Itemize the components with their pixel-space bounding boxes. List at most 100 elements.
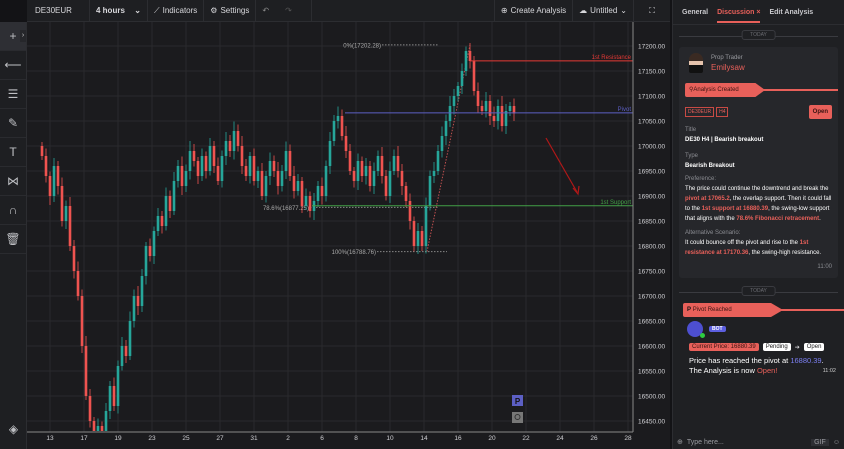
highlight: 78.6% Fibonacci retracement	[736, 216, 820, 222]
candle-body	[368, 166, 372, 186]
candle-body	[40, 146, 44, 156]
lightbulb-marker-icon[interactable]	[512, 412, 523, 423]
event-pivot-reached: P Pivot Reached	[683, 303, 844, 317]
layers-button[interactable]: ◈	[0, 414, 27, 443]
candle-body	[164, 196, 168, 226]
candle-body	[204, 156, 208, 171]
layout-select[interactable]: ☁ Untitled ⌄	[573, 0, 634, 22]
indicators-button[interactable]: ⟋ Indicators	[148, 0, 205, 22]
text: , the overlap support. Then it could fal…	[685, 196, 832, 212]
undo-icon[interactable]: ↶	[262, 6, 270, 15]
candle-body	[116, 366, 120, 406]
parallel-lines-icon: ☰	[7, 87, 19, 101]
candle-body	[108, 386, 112, 411]
level-name: Pivot	[618, 107, 632, 113]
candle-body	[320, 186, 324, 196]
y-tick-label: 17000.00	[638, 144, 665, 151]
open-button[interactable]: Open	[808, 105, 832, 119]
timestamp: 11:02	[822, 368, 836, 374]
chevron-right-icon[interactable]: ›	[20, 30, 26, 42]
bot-message: Price has reached the pivot at 16880.39.…	[689, 356, 836, 376]
lightbulb-glyph	[514, 414, 521, 420]
x-tick-label: 25	[182, 435, 190, 442]
tool-trash[interactable]: 🗑	[0, 225, 26, 254]
pivot-marker-letter: P	[515, 397, 521, 406]
candle-body	[104, 411, 108, 431]
message-input[interactable]: Type here...	[686, 438, 724, 446]
candle-body	[388, 171, 392, 196]
create-analysis-button[interactable]: ⊕ Create Analysis	[493, 0, 574, 22]
pivot-marker-icon[interactable]	[512, 395, 523, 406]
candle-body	[472, 61, 476, 91]
horizontal-line-icon: ⟵	[4, 58, 22, 72]
fullscreen-button[interactable]: ⛶	[634, 0, 670, 22]
timeframe-select[interactable]: 4 hours ⌄	[90, 0, 148, 22]
symbol-selector[interactable]: DE30EUR	[27, 0, 90, 22]
candle-body	[156, 216, 160, 231]
candle-body	[232, 131, 236, 151]
x-tick-label: 31	[250, 435, 258, 442]
candle-body	[188, 151, 192, 171]
gif-button[interactable]: GIF	[811, 438, 829, 446]
candle-body	[504, 111, 508, 126]
add-icon[interactable]: ⊕	[677, 439, 683, 446]
tool-magnet[interactable]: ∩	[0, 196, 26, 225]
price-chart[interactable]: 0%(17202.28) 78.6%(16877.25) 100%(16788.76…	[27, 22, 670, 449]
tab-general[interactable]: General	[682, 8, 709, 16]
trash-icon: 🗑	[5, 232, 21, 246]
candle-body	[396, 156, 400, 171]
y-tick-label: 17200.00	[638, 44, 665, 51]
level-name: 1st Support	[600, 200, 631, 206]
candle-body	[436, 151, 440, 171]
candle-body	[280, 171, 284, 186]
candle-body	[384, 176, 388, 196]
candle-body	[296, 181, 300, 191]
tool-pattern[interactable]: ⋈	[0, 167, 26, 196]
candle-body	[344, 136, 348, 151]
settings-button[interactable]: ⚙ Settings	[204, 0, 257, 22]
tool-text[interactable]: T	[0, 138, 26, 167]
candle-body	[492, 116, 496, 121]
event-line	[763, 89, 838, 91]
timestamp: 11:00	[817, 264, 832, 270]
candle-body	[484, 101, 488, 111]
tool-brush[interactable]: ✎	[0, 109, 26, 138]
candle-body	[252, 156, 256, 181]
candle-body	[464, 51, 468, 71]
y-tick-label: 16700.00	[638, 294, 665, 301]
candle-body	[52, 166, 56, 196]
candle-body	[272, 161, 276, 171]
fib-trend-line	[426, 44, 471, 252]
y-tick-label: 16950.00	[638, 169, 665, 176]
crosshair-icon: +	[9, 29, 17, 43]
candle-body	[416, 231, 420, 246]
candle-body	[292, 176, 296, 191]
x-tick-label: 28	[624, 435, 632, 442]
tool-crosshair[interactable]: + ›	[0, 22, 26, 51]
candle-body	[84, 346, 88, 396]
emoji-icon[interactable]: ☺	[832, 438, 840, 446]
candle-body	[336, 116, 340, 121]
candle-body	[196, 161, 200, 176]
close-icon[interactable]: ×	[756, 8, 761, 16]
candle-body	[184, 171, 188, 186]
settings-label: Settings	[220, 6, 250, 15]
tab-edit-analysis[interactable]: Edit Analysis	[769, 8, 814, 16]
candle-body	[148, 246, 152, 256]
y-tick-label: 16500.00	[638, 394, 665, 401]
alternative-label: Alternative Scenario:	[685, 230, 741, 236]
candle-body	[152, 231, 156, 256]
y-tick-label: 16850.00	[638, 219, 665, 226]
x-tick-label: 13	[46, 435, 54, 442]
tool-horizontal-line[interactable]: ⟵	[0, 51, 26, 80]
redo-icon[interactable]: ↷	[285, 6, 292, 15]
tool-parallel-lines[interactable]: ☰	[0, 80, 26, 109]
tab-discussion[interactable]: Discussion ×	[717, 2, 761, 23]
candle-body	[176, 166, 180, 181]
text: The price could continue the downtrend a…	[685, 186, 829, 192]
analysis-card: Prop Trader Emilysaw ⚲Analysis Created DE…	[679, 47, 838, 278]
magnet-icon: ∩	[8, 203, 18, 217]
candle-body	[124, 346, 128, 356]
analysis-panel: General Discussion × Edit Analysis TODAY…	[672, 0, 844, 449]
candle-body	[408, 201, 412, 221]
